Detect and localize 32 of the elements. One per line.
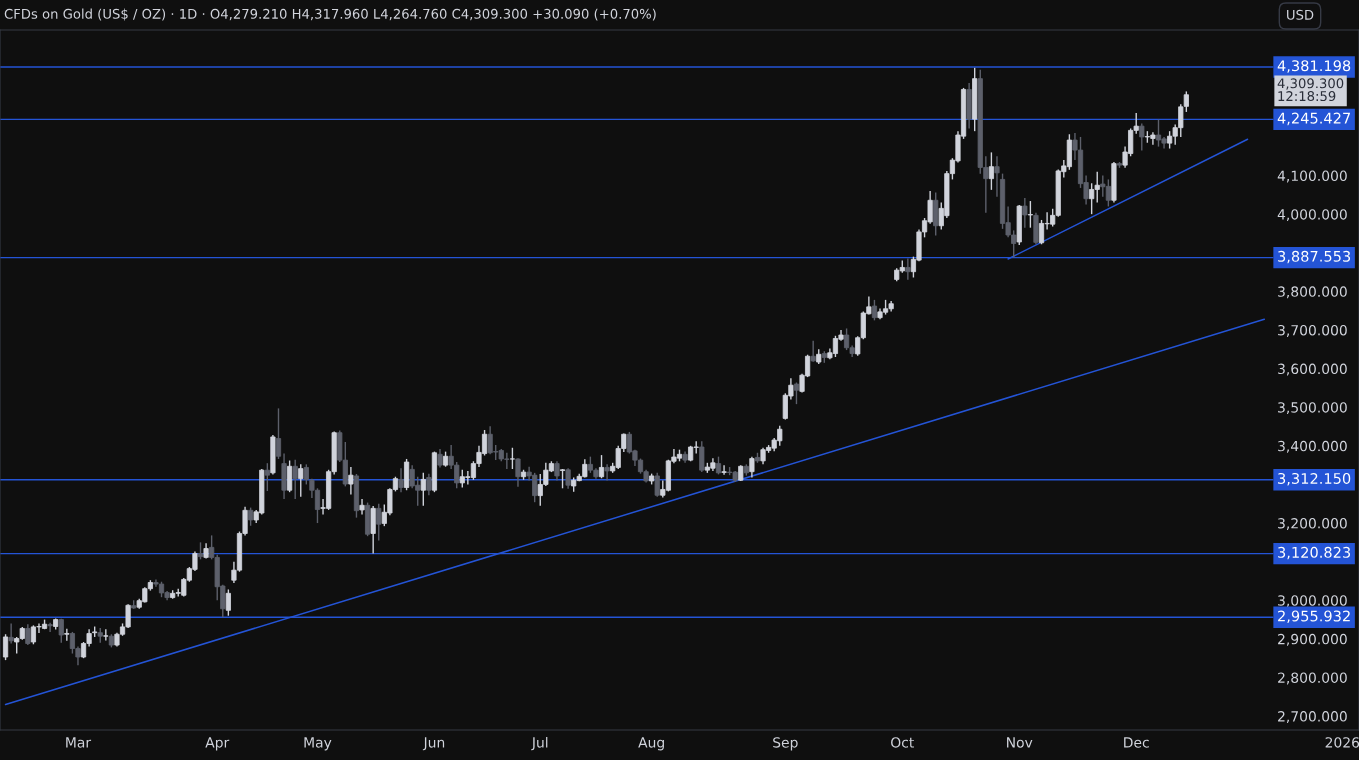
- ref-line-label: 3,120.823: [1278, 546, 1351, 560]
- x-tick-label: Mar: [66, 737, 92, 748]
- y-tick-label: 4,100.000: [1277, 170, 1347, 183]
- annotation: 4,309.300 12:18:59: [1277, 78, 1344, 102]
- y-tick-label: 2,700.000: [1278, 711, 1347, 723]
- y-tick-label: 2,900.000: [1278, 633, 1347, 646]
- text: USD: [1287, 9, 1314, 20]
- x-tick-label: Nov: [1007, 737, 1033, 748]
- y-tick-label: 3,800.000: [1278, 286, 1347, 299]
- y-tick-label: 3,000.000: [1278, 595, 1347, 608]
- x-tick-label: May: [304, 737, 332, 751]
- y-tick-label: 3,600.000: [1278, 363, 1347, 376]
- x-tick-label: Sep: [773, 737, 798, 751]
- x-tick-label: 2026: [1325, 737, 1359, 748]
- ref-line-label: 4,381.198: [1277, 60, 1351, 73]
- y-tick-label: 3,200.000: [1278, 518, 1347, 530]
- y-tick-label: 3,500.000: [1278, 402, 1347, 415]
- ref-line-label: 3,312.150: [1278, 472, 1351, 486]
- x-tick-label: Aug: [638, 737, 664, 751]
- chart-title: CFDs on Gold (US$ / OZ) · 1D · O4,279.210 H4,317.960 L4,264.760 C4,309.300 +30.090 (+0.70%): [4, 8, 656, 21]
- ref-line-label: 2,955.932: [1278, 610, 1350, 623]
- x-tick-label: Apr: [205, 737, 230, 751]
- ref-line-label: 4,245.427: [1277, 112, 1350, 126]
- y-tick-label: 3,400.000: [1278, 440, 1347, 453]
- y-tick-label: 3,700.000: [1278, 324, 1347, 337]
- y-tick-label: 2,800.000: [1278, 672, 1347, 685]
- ref-line-label: 3,887.553: [1278, 250, 1351, 264]
- x-tick-label: Jul: [531, 736, 548, 751]
- x-tick-label: Dec: [1124, 737, 1149, 748]
- x-tick-label: Oct: [891, 737, 914, 748]
- x-tick-label: Jun: [422, 737, 445, 751]
- y-tick-label: 4,000.000: [1277, 209, 1347, 222]
